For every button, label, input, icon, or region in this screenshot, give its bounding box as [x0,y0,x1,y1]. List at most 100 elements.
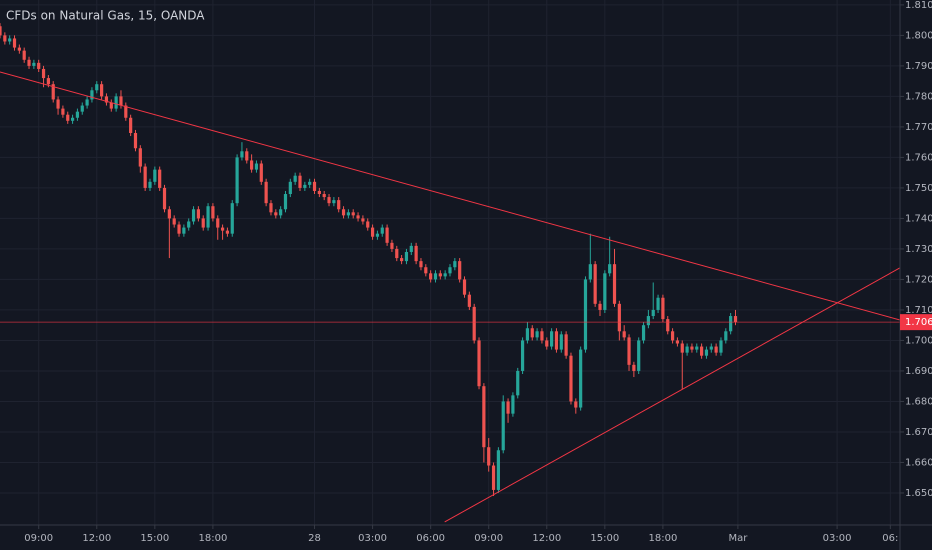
x-tick-label: Mar [728,533,748,544]
candle-body [443,273,447,277]
candle-body [511,395,515,414]
candle-body [366,221,370,228]
candle-body [545,340,549,347]
candle-body [162,187,167,210]
candle-body [158,169,162,188]
candle-body [220,227,225,231]
candle-body [303,184,307,188]
y-tick-label: 1.800 [905,30,932,41]
candle-body [627,337,631,365]
candle-body [651,309,655,317]
candle-body [153,169,157,182]
candle-body [550,331,554,347]
candle-body [724,331,728,341]
candle-body [61,108,65,115]
candle-body [240,151,244,158]
candle-body [259,163,263,182]
y-tick-label: 1.760 [905,152,932,163]
candle-body [540,331,544,341]
x-tick-label: 09:00 [24,533,53,544]
candle-body [506,401,510,414]
candle-body [80,105,84,112]
candle-body [414,245,418,262]
candle-body [250,160,254,170]
candle-body [143,166,147,188]
candle-body [148,181,152,188]
candle-body [254,163,259,170]
candle-body [37,62,41,69]
candle-body [641,325,646,341]
candle-body [119,96,123,106]
candle-body [467,294,471,307]
candle-body [661,297,665,320]
candle-body [491,465,496,490]
y-tick-label: 1.710 [905,305,932,316]
candle-body [46,78,50,85]
candle-body [124,105,128,118]
candle-body [622,331,626,338]
candle-body [177,224,181,234]
candle-body [424,267,428,274]
candle-body [685,346,689,353]
candle-body [129,117,133,134]
candle-body [612,264,617,304]
candle-body [719,340,723,353]
y-tick-label: 1.750 [905,183,932,194]
candle-body [206,206,210,228]
candle-body [264,181,268,204]
y-tick-label: 1.780 [905,91,932,102]
candle-body [196,209,200,219]
candle-body [598,303,602,310]
candle-body [346,212,350,216]
candle-body [27,59,31,66]
candle-body [133,133,138,149]
candle-body [680,343,684,353]
candle-body [700,346,704,356]
candle-body [235,157,239,204]
candle-body [501,401,505,451]
candle-body [216,218,220,228]
candle-body [0,26,2,36]
candle-body [90,90,94,100]
candle-body [370,227,375,237]
candle-body [356,215,360,219]
candle-body [404,251,409,262]
y-tick-label: 1.810 [905,0,932,11]
x-tick-label: 09:00 [474,533,503,544]
candle-body [487,447,491,466]
candle-body [269,203,273,213]
candle-body [395,248,399,259]
candle-body [85,99,89,106]
candle-body [317,190,321,195]
y-tick-label: 1.660 [905,457,932,468]
candle-body [400,258,404,262]
candle-body [187,221,191,228]
candle-body [530,328,534,338]
axes: 1.650 1.660 1.670 1.680 1.690 1.700 1.710 1.720… [24,0,932,544]
candle-body [17,47,21,51]
candle-body [361,218,365,222]
candle-body [516,370,520,396]
candle-body [225,230,230,234]
candle-body [274,212,278,216]
candle-body [714,346,718,353]
x-tick-label: 06: [882,533,898,544]
candle-body [182,227,186,234]
candle-body [75,111,80,118]
candle-body [293,175,297,182]
candle-body [51,84,55,100]
y-tick-label: 1.700 [905,335,932,346]
x-tick-label: 03:00 [358,533,387,544]
x-tick-label: 18:00 [198,533,227,544]
plot-area [0,23,900,523]
candle-body [704,349,709,356]
candle-body [380,227,384,234]
candle-body [574,401,578,408]
x-tick-label: 06:00 [416,533,445,544]
last-price-box [900,314,932,331]
candle-body [603,273,607,310]
trendline [444,267,900,523]
